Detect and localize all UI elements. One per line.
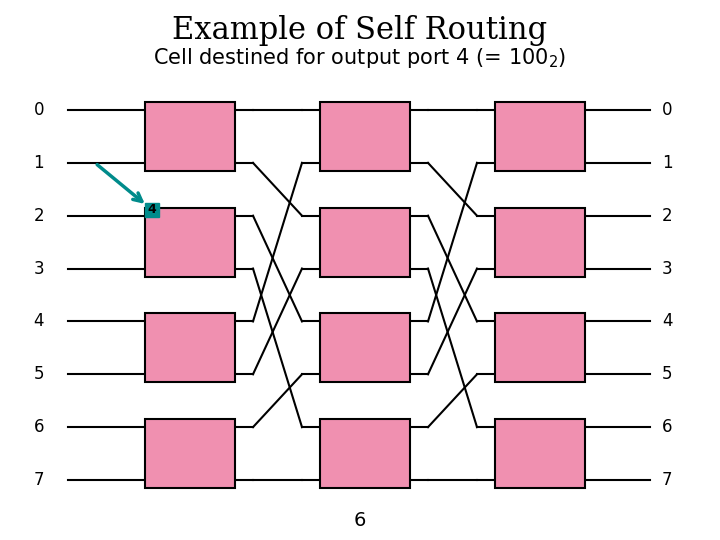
Text: 0: 0 [34,101,44,119]
Text: 6: 6 [354,510,366,530]
Bar [495,208,585,276]
Bar [495,313,585,382]
Text: 1: 1 [662,154,672,172]
Text: 2: 2 [662,207,672,225]
Text: Cell destined for output port 4 (= 100$_2$): Cell destined for output port 4 (= 100$_… [153,46,567,70]
Bar [145,202,159,217]
Bar [145,208,235,276]
Text: 6: 6 [34,418,44,436]
Text: 4: 4 [148,203,156,216]
Bar [145,313,235,382]
Text: 1: 1 [33,154,44,172]
Bar [145,419,235,488]
Text: 0: 0 [662,101,672,119]
Bar [320,313,410,382]
Text: Example of Self Routing: Example of Self Routing [172,15,548,45]
Text: 3: 3 [662,260,672,278]
Text: 2: 2 [33,207,44,225]
Bar [320,419,410,488]
Text: 7: 7 [662,471,672,489]
Text: 5: 5 [662,365,672,383]
Bar [495,419,585,488]
Bar [145,102,235,171]
Text: 6: 6 [662,418,672,436]
Bar [495,102,585,171]
Text: 5: 5 [34,365,44,383]
Text: 7: 7 [34,471,44,489]
Text: 4: 4 [662,313,672,330]
Bar [320,208,410,276]
Text: 4: 4 [34,313,44,330]
Bar [320,102,410,171]
Text: 3: 3 [33,260,44,278]
